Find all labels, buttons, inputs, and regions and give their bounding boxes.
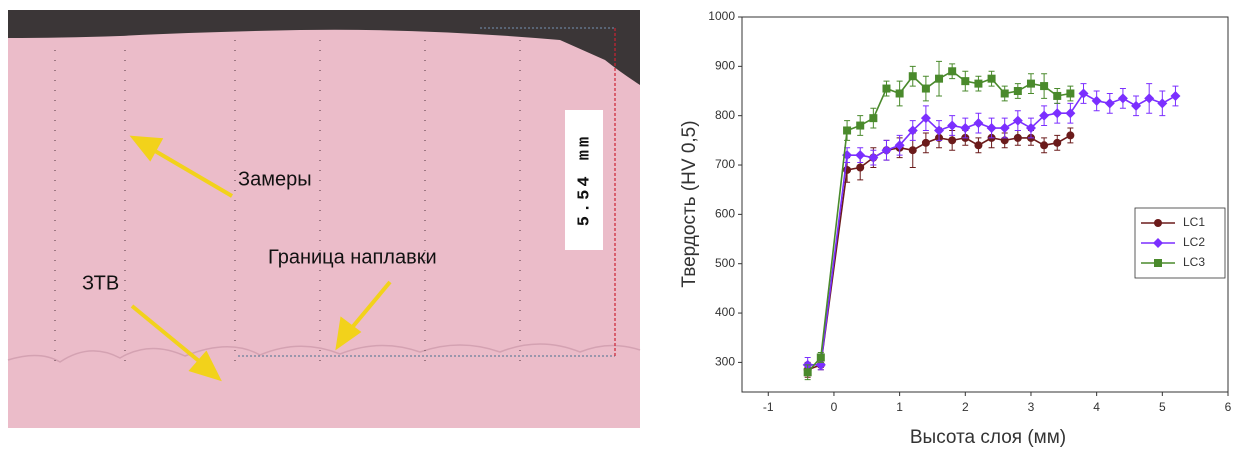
marker <box>974 80 982 88</box>
marker <box>1105 98 1115 108</box>
marker <box>817 353 825 361</box>
marker <box>1053 92 1061 100</box>
marker <box>922 85 930 93</box>
x-tick-label: -1 <box>763 400 774 414</box>
y-tick-label: 900 <box>715 59 735 73</box>
marker <box>1154 219 1162 227</box>
page: {"micrograph": {"measurements": "Замеры"… <box>0 0 1235 450</box>
marker <box>856 122 864 130</box>
marker <box>882 85 890 93</box>
y-tick-label: 600 <box>715 207 735 221</box>
x-tick-label: 1 <box>896 400 903 414</box>
marker <box>935 75 943 83</box>
marker <box>922 139 930 147</box>
marker <box>1079 88 1089 98</box>
figure: 5.54 mm Замеры ЗТВ Граница наплавки Высо… <box>0 0 1235 450</box>
marker <box>1092 96 1102 106</box>
marker <box>855 150 865 160</box>
y-tick-label: 300 <box>715 355 735 369</box>
marker <box>909 72 917 80</box>
haz-label: ЗТВ <box>82 272 119 294</box>
marker <box>1040 82 1048 90</box>
marker <box>1157 98 1167 108</box>
marker <box>1154 259 1162 267</box>
marker <box>1014 87 1022 95</box>
marker <box>1065 108 1075 118</box>
marker <box>1013 116 1023 126</box>
marker <box>961 77 969 85</box>
series-line <box>808 71 1071 372</box>
marker <box>1066 131 1074 139</box>
plot-frame <box>742 17 1228 392</box>
marker <box>1001 89 1009 97</box>
marker <box>948 136 956 144</box>
micrograph-background <box>8 10 640 428</box>
marker <box>1131 101 1141 111</box>
measurements-label: Замеры <box>238 168 312 190</box>
marker <box>1027 80 1035 88</box>
chart: Высота слоя (мм) Твердость (HV 0,5) -1 0 1… <box>679 9 1232 448</box>
marker <box>987 123 997 133</box>
y-tick-label: 800 <box>715 108 735 122</box>
x-tick-label: 6 <box>1225 400 1232 414</box>
marker <box>1052 108 1062 118</box>
marker <box>881 145 891 155</box>
marker <box>1014 134 1022 142</box>
marker <box>1144 93 1154 103</box>
legend-label: LC2 <box>1183 235 1205 249</box>
marker <box>909 146 917 154</box>
legend-label: LC3 <box>1183 255 1205 269</box>
x-tick-label: 4 <box>1093 400 1100 414</box>
marker <box>843 126 851 134</box>
x-tick-label: 5 <box>1159 400 1166 414</box>
marker <box>974 141 982 149</box>
y-tick-label: 500 <box>715 256 735 270</box>
marker <box>947 121 957 131</box>
x-tick-label: 2 <box>962 400 969 414</box>
marker <box>1170 91 1180 101</box>
marker <box>896 89 904 97</box>
y-tick-label: 700 <box>715 157 735 171</box>
marker <box>1066 89 1074 97</box>
y-tick-label: 400 <box>715 305 735 319</box>
marker <box>988 75 996 83</box>
y-axis-title: Твердость (HV 0,5) <box>679 120 700 287</box>
x-axis-title: Высота слоя (мм) <box>910 427 1066 448</box>
marker <box>1000 123 1010 133</box>
legend-label: LC1 <box>1183 215 1205 229</box>
marker <box>973 118 983 128</box>
marker <box>1053 139 1061 147</box>
fusion-boundary-label: Граница наплавки <box>268 246 437 268</box>
marker <box>869 114 877 122</box>
marker <box>856 163 864 171</box>
marker <box>804 368 812 376</box>
marker <box>948 67 956 75</box>
micrograph: 5.54 mm Замеры ЗТВ Граница наплавки <box>8 10 640 428</box>
x-tick-label: 0 <box>831 400 838 414</box>
marker <box>1040 141 1048 149</box>
marker <box>1118 93 1128 103</box>
x-tick-label: 3 <box>1028 400 1035 414</box>
marker <box>960 123 970 133</box>
y-tick-label: 1000 <box>708 9 735 23</box>
scale-label: 5.54 mm <box>575 134 594 226</box>
